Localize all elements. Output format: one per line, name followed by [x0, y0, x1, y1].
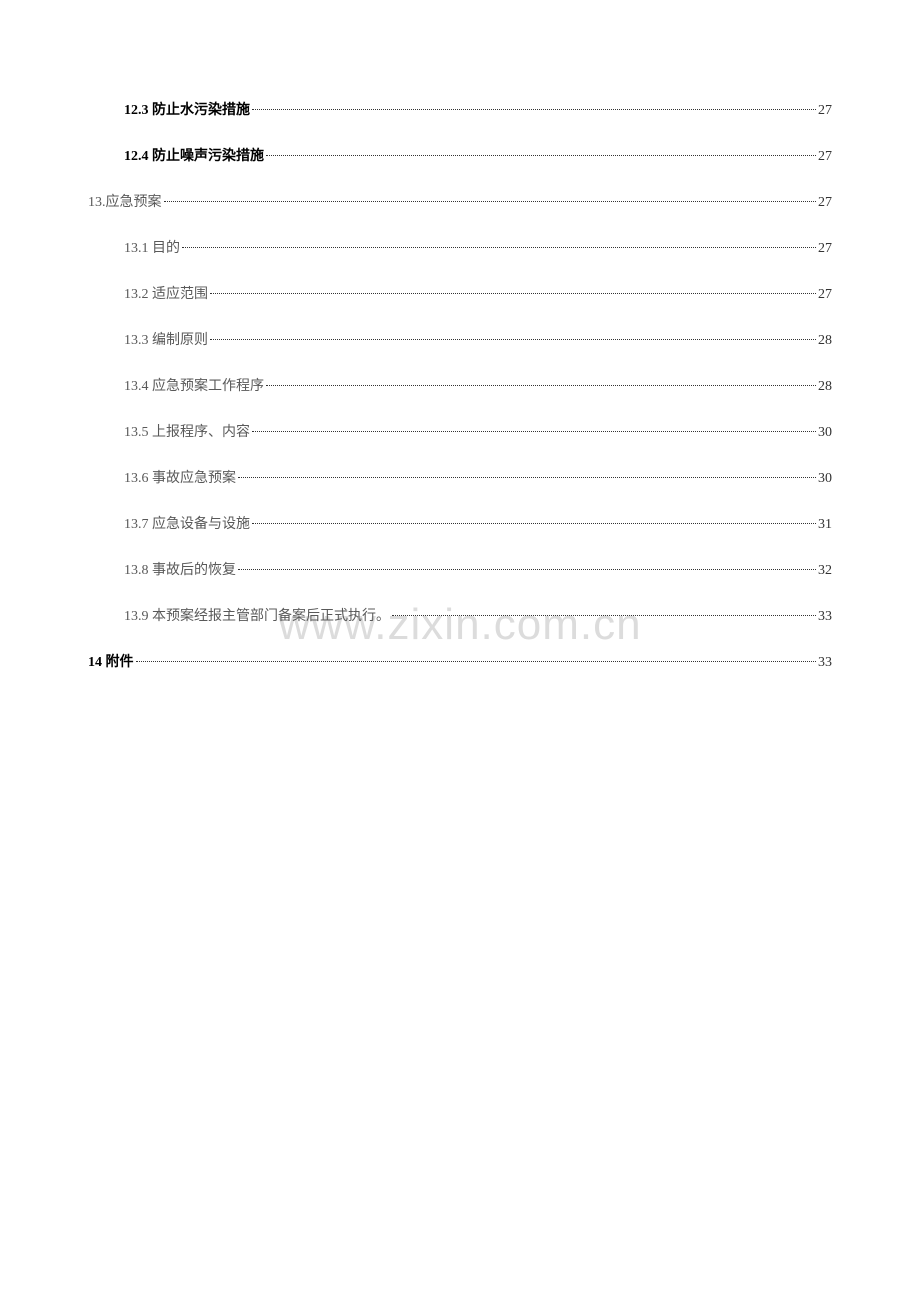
toc-label: 13.7 应急设备与设施 — [124, 502, 250, 548]
toc-dot-leader — [266, 155, 816, 156]
toc-dot-leader — [392, 615, 816, 616]
toc-entry: 13.2 适应范围 27 — [88, 272, 832, 318]
toc-page-number: 30 — [818, 456, 832, 502]
toc-entry: 14 附件 33 — [88, 640, 832, 686]
toc-label: 13.5 上报程序、内容 — [124, 410, 250, 456]
toc-entry: 13.3 编制原则 28 — [88, 318, 832, 364]
toc-label: 12.3 防止水污染措施 — [124, 88, 250, 134]
toc-label: 13.9 本预案经报主管部门备案后正式执行。 — [124, 594, 390, 640]
toc-entry: 12.4 防止噪声污染措施 27 — [88, 134, 832, 180]
toc-dot-leader — [136, 661, 817, 662]
toc-page-number: 27 — [818, 180, 832, 226]
toc-page-number: 27 — [818, 226, 832, 272]
toc-entry: 13.6 事故应急预案 30 — [88, 456, 832, 502]
toc-label: 13.6 事故应急预案 — [124, 456, 236, 502]
toc-dot-leader — [266, 385, 816, 386]
toc-label: 13.3 编制原则 — [124, 318, 208, 364]
toc-page-number: 28 — [818, 364, 832, 410]
toc-page-number: 27 — [818, 272, 832, 318]
toc-label: 13.1 目的 — [124, 226, 180, 272]
toc-entry: 13.5 上报程序、内容 30 — [88, 410, 832, 456]
toc-page-number: 32 — [818, 548, 832, 594]
toc-page-number: 27 — [818, 134, 832, 180]
toc-label: 14 附件 — [88, 640, 134, 686]
toc-page-number: 27 — [818, 88, 832, 134]
toc-dot-leader — [252, 109, 816, 110]
toc-entry: 12.3 防止水污染措施 27 — [88, 88, 832, 134]
toc-page-number: 33 — [818, 640, 832, 686]
toc-dot-leader — [182, 247, 816, 248]
toc-label: 12.4 防止噪声污染措施 — [124, 134, 264, 180]
toc-label: 13.4 应急预案工作程序 — [124, 364, 264, 410]
toc-page-number: 28 — [818, 318, 832, 364]
toc-dot-leader — [210, 339, 816, 340]
toc-label: 13.2 适应范围 — [124, 272, 208, 318]
table-of-contents: 12.3 防止水污染措施2712.4 防止噪声污染措施2713.应急预案2713… — [88, 88, 832, 686]
toc-entry: 13.应急预案 27 — [88, 180, 832, 226]
toc-dot-leader — [164, 201, 817, 202]
toc-entry: 13.4 应急预案工作程序 28 — [88, 364, 832, 410]
toc-entry: 13.7 应急设备与设施 31 — [88, 502, 832, 548]
toc-dot-leader — [238, 477, 816, 478]
toc-entry: 13.9 本预案经报主管部门备案后正式执行。 33 — [88, 594, 832, 640]
toc-dot-leader — [210, 293, 816, 294]
toc-page-number: 33 — [818, 594, 832, 640]
toc-entry: 13.8 事故后的恢复 32 — [88, 548, 832, 594]
toc-entry: 13.1 目的 27 — [88, 226, 832, 272]
toc-dot-leader — [252, 431, 816, 432]
toc-page-number: 31 — [818, 502, 832, 548]
toc-dot-leader — [252, 523, 816, 524]
toc-page-number: 30 — [818, 410, 832, 456]
toc-label: 13.应急预案 — [88, 180, 162, 226]
page-container: 12.3 防止水污染措施2712.4 防止噪声污染措施2713.应急预案2713… — [0, 0, 920, 686]
toc-dot-leader — [238, 569, 816, 570]
toc-label: 13.8 事故后的恢复 — [124, 548, 236, 594]
